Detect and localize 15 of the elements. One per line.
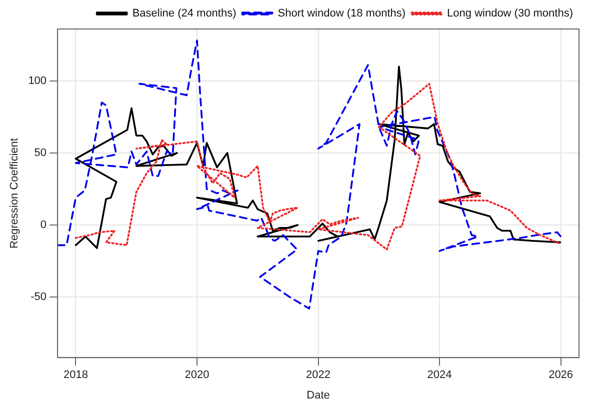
- y-tick-label: -50: [30, 291, 47, 304]
- x-tick-label: 2020: [184, 369, 210, 382]
- legend-label: Long window (30 months): [447, 8, 574, 20]
- x-tick-label: 2024: [427, 369, 452, 382]
- y-tick-label: 100: [28, 74, 47, 87]
- y-axis-title: Regression Coefficient: [8, 138, 21, 249]
- legend-label: Baseline (24 months): [132, 8, 236, 20]
- x-tick-label: 2022: [306, 369, 331, 382]
- line-series: [58, 40, 563, 310]
- x-axis-title: Date: [306, 389, 330, 402]
- legend-label: Short window (18 months): [278, 8, 406, 20]
- y-tick-label: 50: [34, 146, 47, 159]
- x-tick-label: 2018: [64, 369, 88, 382]
- y-tick-label: 0: [40, 219, 47, 232]
- x-tick-label: 2026: [548, 369, 574, 382]
